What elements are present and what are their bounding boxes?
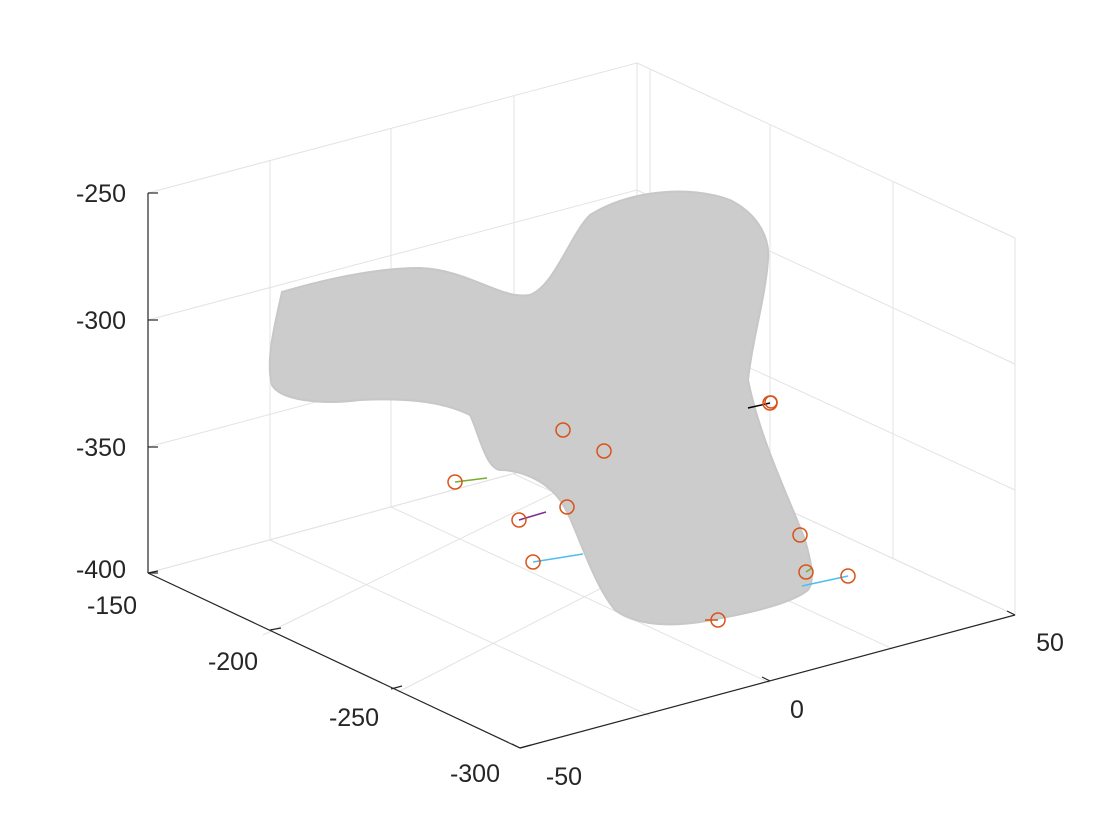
- z-tick-label: -300: [76, 307, 126, 335]
- vector-line: [801, 575, 849, 587]
- x-tick-label: 50: [1036, 629, 1064, 657]
- vector-line: [518, 511, 547, 521]
- landmark-marker: [447, 474, 463, 490]
- x-tick-labels: -50 0 50: [546, 629, 1064, 791]
- axes: [147, 193, 1016, 749]
- z-tick-label: -350: [76, 434, 126, 462]
- x-tick-label: 0: [790, 696, 804, 724]
- y-tick-label: -250: [329, 704, 379, 732]
- y-tick-label: -300: [450, 760, 500, 788]
- tick-marks: [147, 192, 1016, 749]
- landmark-marker: [840, 568, 856, 584]
- landmark-marker: [792, 527, 808, 543]
- y-tick-labels: -150 -200 -250 -300: [87, 592, 500, 788]
- y-tick-label: -150: [87, 592, 137, 620]
- landmark-marker: [798, 564, 814, 580]
- vector-line: [454, 477, 488, 483]
- z-tick-label: -250: [76, 180, 126, 208]
- landmark-marker: [596, 443, 612, 459]
- z-tick-label: -400: [76, 556, 126, 584]
- point-cloud-surface: [268, 190, 813, 626]
- landmark-marker: [764, 395, 778, 409]
- landmark-marker: [525, 554, 541, 570]
- vector-line: [747, 402, 771, 409]
- x-tick-label: -50: [546, 763, 582, 791]
- landmark-markers: [447, 395, 856, 628]
- landmark-marker: [710, 612, 726, 628]
- vector-line: [805, 567, 813, 573]
- y-axis-line: [147, 572, 521, 749]
- y-tick-label: -200: [208, 648, 258, 676]
- x-axis-line: [519, 614, 1016, 749]
- vector-line: [532, 553, 584, 563]
- landmark-marker: [555, 422, 571, 438]
- z-tick-labels: -250 -300 -350 -400: [76, 180, 126, 584]
- landmark-marker: [511, 512, 527, 528]
- landmark-marker: [559, 499, 575, 515]
